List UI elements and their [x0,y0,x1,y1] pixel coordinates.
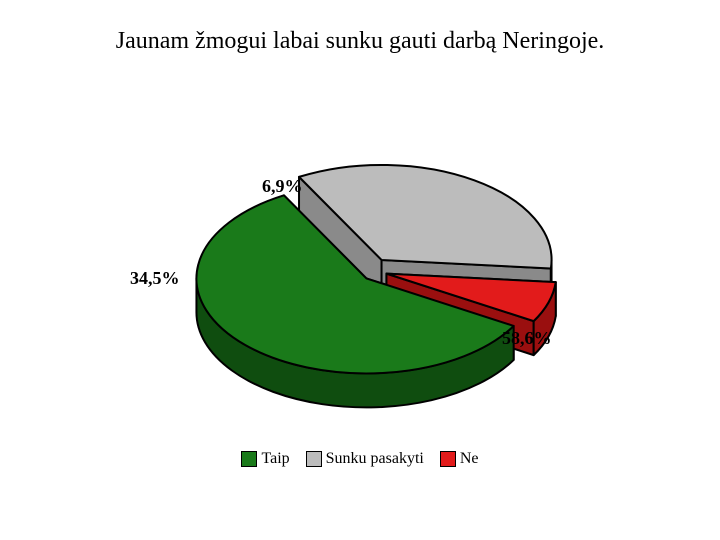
slice-label-taip: 58,6% [502,328,552,349]
legend-swatch [440,451,456,467]
legend-item-taip: Taip [241,450,289,468]
legend-label: Sunku pasakyti [326,450,424,468]
page-title: Jaunam žmogui labai sunku gauti darbą Ne… [0,28,720,55]
pie-chart [110,140,630,440]
legend-label: Taip [261,450,289,468]
legend-item-sunku: Sunku pasakyti [306,450,424,468]
legend-swatch [306,451,322,467]
slice-label-ne: 6,9% [262,176,303,197]
slice-label-sunku: 34,5% [130,268,180,289]
legend: Taip Sunku pasakyti Ne [0,450,720,472]
legend-label: Ne [460,450,479,468]
legend-item-ne: Ne [440,450,479,468]
page: Jaunam žmogui labai sunku gauti darbą Ne… [0,0,720,540]
legend-swatch [241,451,257,467]
